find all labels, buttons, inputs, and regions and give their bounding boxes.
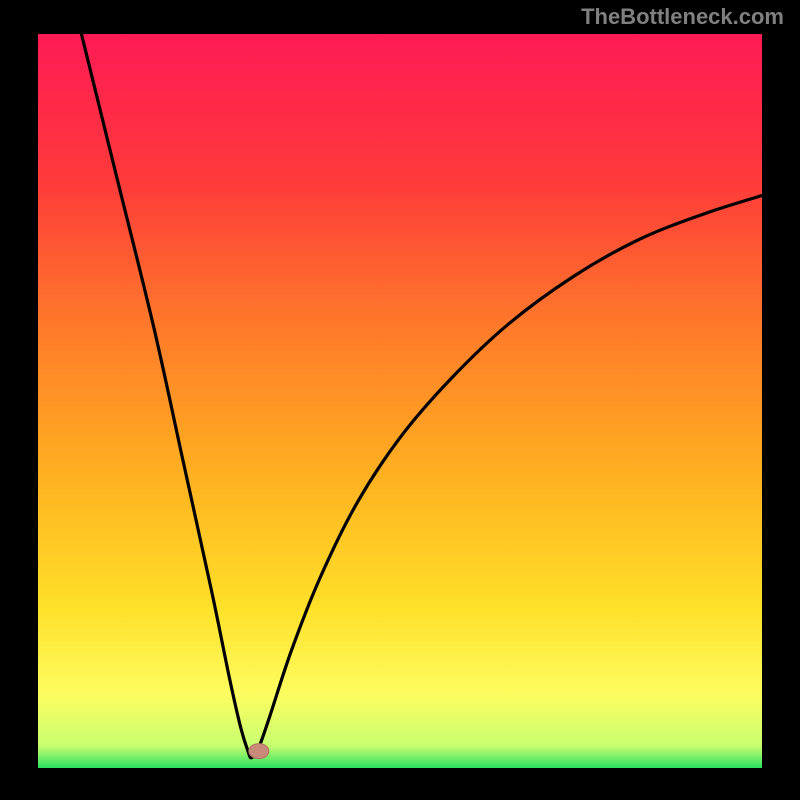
watermark-text: TheBottleneck.com (581, 4, 784, 30)
bottleneck-curve (81, 34, 762, 758)
min-marker (249, 744, 269, 759)
chart-frame: TheBottleneck.com (0, 0, 800, 800)
curve-svg (38, 34, 762, 768)
plot-area (38, 34, 762, 768)
